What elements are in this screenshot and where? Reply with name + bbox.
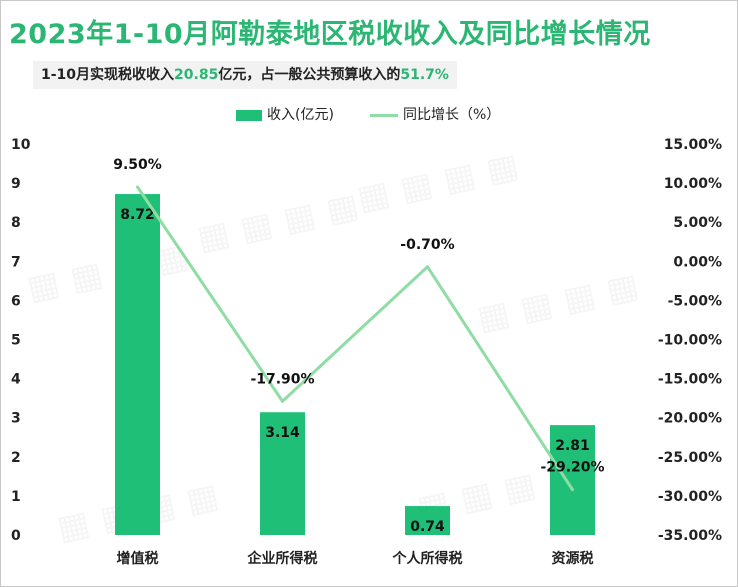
left-axis-tick: 4	[11, 372, 21, 388]
left-axis-tick: 8	[11, 215, 21, 231]
left-axis-tick: 7	[11, 254, 21, 270]
line-label: 9.50%	[113, 157, 162, 173]
right-axis-tick: -20.00%	[658, 411, 722, 427]
legend-label-revenue: 收入(亿元)	[267, 107, 334, 123]
line-label: -17.90%	[250, 371, 314, 387]
watermark-mark: ▦ ▦ ▦ ▦	[474, 266, 643, 339]
left-axis-tick: 6	[11, 293, 21, 309]
category-label: 增值税	[117, 550, 159, 567]
left-axis-tick: 0	[11, 528, 21, 544]
legend-item-growth: 同比增长（%）	[370, 105, 500, 125]
watermark-mark: ▦ ▦ ▦ ▦	[354, 146, 523, 219]
right-axis-tick: -5.00%	[668, 293, 722, 309]
line-point	[571, 488, 574, 492]
right-axis-tick: 10.00%	[664, 176, 722, 192]
bar	[550, 425, 595, 535]
category-label: 资源税	[552, 550, 594, 567]
left-axis-tick: 1	[11, 489, 21, 505]
right-axis-tick: 0.00%	[673, 254, 722, 270]
left-axis: 0 1 2 3 4 5 6 7 8 9 10	[11, 137, 31, 544]
subtitle-revenue: 20.85	[174, 67, 219, 83]
right-axis-tick: -35.00%	[658, 528, 722, 544]
left-axis-tick: 3	[11, 411, 21, 427]
bar-label: 3.14	[265, 425, 300, 441]
watermark-mark: ▦ ▦ ▦ ▦	[194, 186, 363, 259]
bar-series: 8.72 3.14 0.74 2.81	[115, 194, 595, 535]
legend-bar-swatch	[236, 109, 262, 121]
right-axis-tick: 15.00%	[664, 137, 722, 153]
chart-title: 2023年1-10月阿勒泰地区税收收入及同比增长情况	[9, 19, 651, 50]
line-series: 9.50% -17.90% -0.70% -29.20%	[113, 157, 605, 492]
left-axis-tick: 5	[11, 333, 21, 349]
growth-line	[136, 186, 574, 491]
watermark-mark: ▦ ▦ ▦ ▦	[24, 236, 193, 309]
right-axis-tick: -10.00%	[658, 333, 722, 349]
line-label: -0.70%	[400, 237, 454, 253]
bar	[115, 194, 160, 535]
category-label: 个人所得税	[392, 550, 463, 567]
bar-label: 2.81	[555, 438, 590, 454]
right-axis: -35.00% -30.00% -25.00% -20.00% -15.00% -10.0…	[658, 137, 722, 544]
legend-label-growth: 同比增长（%）	[403, 107, 501, 123]
chart-subtitle: 1-10月实现税收收入20.85亿元，占一般公共预算收入的51.7%	[33, 61, 457, 89]
bar-label: 8.72	[120, 207, 155, 223]
bar	[405, 506, 450, 535]
line-point	[426, 265, 429, 269]
left-axis-tick: 10	[11, 137, 31, 153]
left-axis-tick: 9	[11, 176, 21, 192]
subtitle-prefix: 1-10月实现税收收入	[41, 67, 175, 83]
right-axis-tick: -30.00%	[658, 489, 722, 505]
subtitle-share: 51.7%	[400, 67, 449, 83]
bar-label: 0.74	[410, 519, 445, 535]
legend-item-revenue: 收入(亿元)	[236, 105, 334, 125]
chart-legend: 收入(亿元) 同比增长（%）	[0, 105, 738, 125]
right-axis-tick: -15.00%	[658, 372, 722, 388]
line-point	[281, 399, 284, 403]
subtitle-middle: 亿元，占一般公共预算收入的	[218, 67, 401, 83]
right-axis-tick: -25.00%	[658, 450, 722, 466]
category-label: 企业所得税	[247, 550, 318, 567]
right-axis-tick: 5.00%	[673, 215, 722, 231]
legend-line-swatch	[370, 113, 398, 117]
line-point	[136, 185, 139, 189]
category-axis: 增值税 企业所得税 个人所得税 资源税	[117, 550, 594, 567]
line-label: -29.20%	[540, 460, 604, 476]
bar	[260, 412, 305, 535]
left-axis-tick: 2	[11, 450, 21, 466]
